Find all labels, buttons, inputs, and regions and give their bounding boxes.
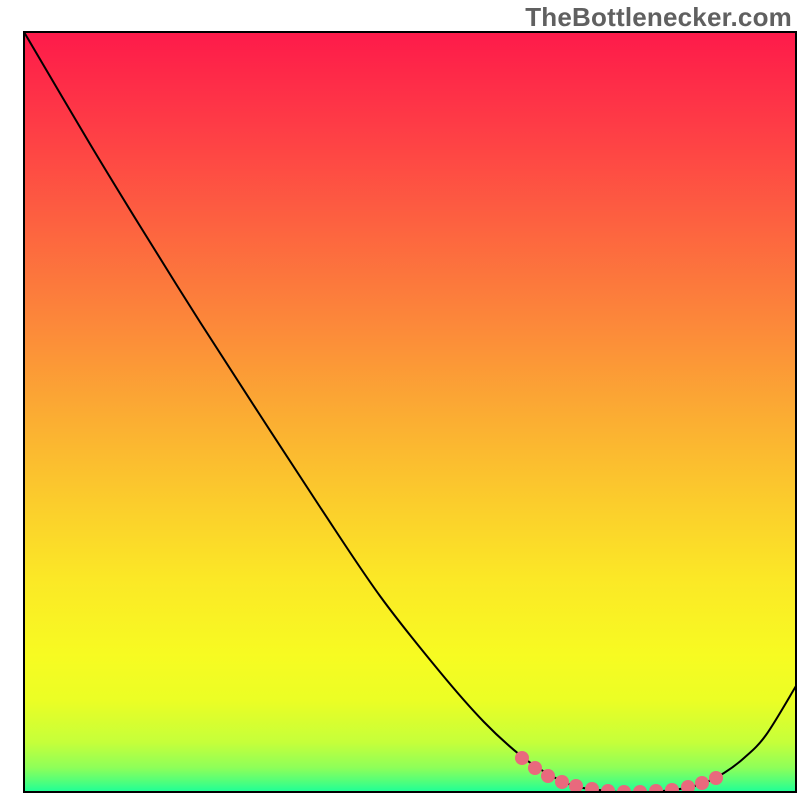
bottleneck-chart: TheBottlenecker.com [0,0,800,800]
marker-point [665,783,679,797]
marker-point [515,751,529,765]
marker-point [569,779,583,793]
marker-point [528,761,542,775]
marker-point [555,775,569,789]
chart-svg [0,0,800,800]
watermark-text: TheBottlenecker.com [525,2,792,33]
marker-point [585,782,599,796]
marker-point [709,771,723,785]
marker-point [695,776,709,790]
marker-point [541,769,555,783]
gradient-background [24,32,796,792]
